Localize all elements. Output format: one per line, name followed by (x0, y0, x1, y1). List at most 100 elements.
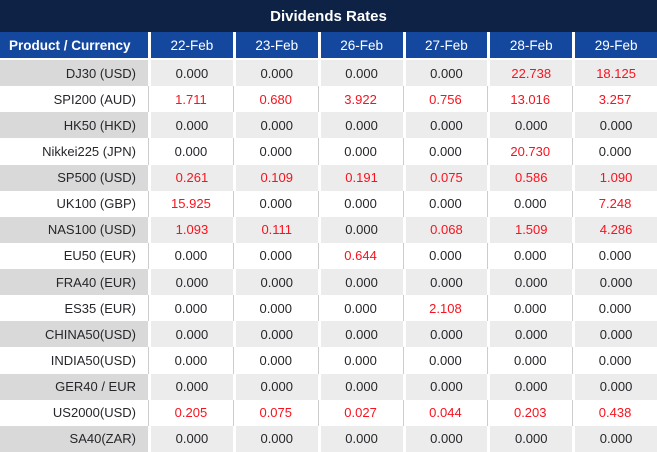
value-cell: 0.000 (317, 190, 403, 217)
value-cell: 0.000 (148, 112, 233, 139)
product-cell: Nikkei225 (JPN) (0, 138, 148, 165)
value-cell: 0.000 (572, 242, 657, 269)
value-cell: 0.000 (487, 242, 573, 269)
value-cell: 0.000 (572, 321, 657, 348)
value-cell: 0.000 (232, 373, 318, 400)
title-bar: Dividends Rates (0, 0, 657, 32)
table-row: DJ30 (USD) 0.000 0.000 0.000 0.000 22.738 18.… (0, 60, 657, 87)
table-header-row: Product / Currency 22-Feb 23-Feb 26-Feb … (0, 32, 657, 60)
table-row: Nikkei225 (JPN) 0.000 0.000 0.000 0.000 20.7… (0, 138, 657, 165)
value-cell: 0.000 (232, 295, 318, 322)
value-cell: 0.000 (317, 347, 403, 374)
value-cell: 0.000 (232, 138, 318, 165)
product-cell: CHINA50(USD) (0, 321, 148, 348)
value-cell: 0.000 (317, 373, 403, 400)
value-cell: 18.125 (572, 60, 657, 87)
table-row: SP500 (USD) 0.261 0.109 0.191 0.075 0.586 1.0… (0, 164, 657, 191)
product-cell: US2000(USD) (0, 399, 148, 426)
value-cell: 13.016 (487, 86, 573, 113)
product-cell: GER40 / EUR (0, 373, 148, 400)
value-cell: 0.756 (402, 86, 488, 113)
product-cell: FRA40 (EUR) (0, 269, 148, 296)
table-row: UK100 (GBP) 15.925 0.000 0.000 0.000 0.000 7.… (0, 190, 657, 217)
value-cell: 0.000 (572, 112, 657, 139)
value-cell: 0.000 (148, 347, 233, 374)
value-cell: 0.000 (402, 347, 488, 374)
value-cell: 2.108 (402, 295, 488, 322)
value-cell: 0.000 (487, 295, 573, 322)
value-cell: 3.922 (317, 86, 403, 113)
page-title: Dividends Rates (270, 7, 387, 25)
value-cell: 0.044 (402, 399, 488, 426)
value-cell: 0.111 (232, 216, 318, 243)
value-cell: 0.000 (148, 295, 233, 322)
value-cell: 0.000 (487, 321, 573, 348)
value-cell: 0.000 (317, 216, 403, 243)
value-cell: 0.000 (402, 60, 488, 87)
product-cell: ES35 (EUR) (0, 295, 148, 322)
value-cell: 0.000 (402, 373, 488, 400)
value-cell: 0.000 (232, 60, 318, 87)
value-cell: 0.000 (572, 269, 657, 296)
value-cell: 0.000 (317, 60, 403, 87)
value-cell: 1.509 (487, 216, 573, 243)
product-cell: INDIA50(USD) (0, 347, 148, 374)
value-cell: 0.000 (148, 425, 233, 452)
table-row: HK50 (HKD) 0.000 0.000 0.000 0.000 0.000 0.00… (0, 112, 657, 139)
table-row: SPI200 (AUD) 1.711 0.680 3.922 0.756 13.016 3… (0, 86, 657, 113)
value-cell: 0.000 (148, 242, 233, 269)
table-row: EU50 (EUR) 0.000 0.000 0.644 0.000 0.000 0.00… (0, 242, 657, 269)
value-cell: 0.586 (487, 164, 573, 191)
column-header-product-currency: Product / Currency (0, 32, 148, 58)
value-cell: 0.438 (572, 399, 657, 426)
table-row: FRA40 (EUR) 0.000 0.000 0.000 0.000 0.000 0.0… (0, 269, 657, 296)
table-row: ES35 (EUR) 0.000 0.000 0.000 2.108 0.000 0.00… (0, 295, 657, 322)
table-row: US2000(USD) 0.205 0.075 0.027 0.044 0.203 0.4… (0, 399, 657, 426)
value-cell: 0.000 (487, 425, 573, 452)
value-cell: 0.000 (232, 190, 318, 217)
product-cell: HK50 (HKD) (0, 112, 148, 139)
product-cell: EU50 (EUR) (0, 242, 148, 269)
column-header-date-6: 29-Feb (572, 32, 657, 58)
value-cell: 0.109 (232, 164, 318, 191)
value-cell: 0.000 (402, 112, 488, 139)
column-header-date-2: 23-Feb (232, 32, 318, 58)
value-cell: 0.075 (402, 164, 488, 191)
value-cell: 0.000 (487, 112, 573, 139)
value-cell: 0.000 (148, 138, 233, 165)
product-cell: NAS100 (USD) (0, 216, 148, 243)
value-cell: 0.000 (317, 295, 403, 322)
value-cell: 0.000 (572, 425, 657, 452)
value-cell: 0.205 (148, 399, 233, 426)
table-row: GER40 / EUR 0.000 0.000 0.000 0.000 0.000 0.0… (0, 373, 657, 400)
table-row: INDIA50(USD) 0.000 0.000 0.000 0.000 0.000 0.… (0, 347, 657, 374)
table-row: SA40(ZAR) 0.000 0.000 0.000 0.000 0.000 0.000 (0, 425, 657, 452)
value-cell: 0.191 (317, 164, 403, 191)
value-cell: 0.000 (487, 190, 573, 217)
value-cell: 22.738 (487, 60, 573, 87)
value-cell: 0.000 (317, 112, 403, 139)
value-cell: 0.027 (317, 399, 403, 426)
value-cell: 0.000 (148, 269, 233, 296)
value-cell: 0.000 (232, 112, 318, 139)
value-cell: 0.000 (148, 60, 233, 87)
value-cell: 0.000 (232, 242, 318, 269)
value-cell: 0.000 (232, 425, 318, 452)
value-cell: 0.680 (232, 86, 318, 113)
value-cell: 1.090 (572, 164, 657, 191)
value-cell: 0.261 (148, 164, 233, 191)
value-cell: 0.000 (402, 321, 488, 348)
product-cell: UK100 (GBP) (0, 190, 148, 217)
value-cell: 15.925 (148, 190, 233, 217)
table-row: CHINA50(USD) 0.000 0.000 0.000 0.000 0.000 0.… (0, 321, 657, 348)
value-cell: 0.000 (148, 321, 233, 348)
value-cell: 0.000 (232, 269, 318, 296)
value-cell: 0.075 (232, 399, 318, 426)
value-cell: 3.257 (572, 86, 657, 113)
value-cell: 0.000 (402, 190, 488, 217)
product-cell: SPI200 (AUD) (0, 86, 148, 113)
product-cell: SA40(ZAR) (0, 425, 148, 452)
value-cell: 0.000 (402, 425, 488, 452)
value-cell: 0.000 (148, 373, 233, 400)
